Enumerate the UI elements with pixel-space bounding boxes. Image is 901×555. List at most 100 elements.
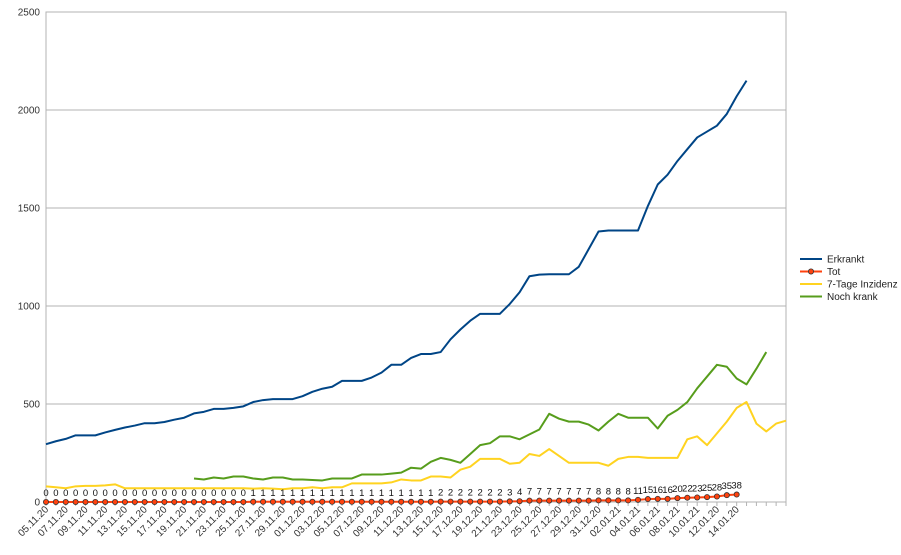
tot-point [72,498,79,505]
data-label: 1 [251,488,256,499]
tot-point [230,498,237,505]
tot-point [43,498,50,505]
tot-point [269,498,276,505]
data-label: 0 [201,488,206,499]
tot-point [635,496,642,503]
data-label: 7 [566,487,571,498]
tot-point [486,498,493,505]
tot-point [210,498,217,505]
x-axis: 05.11.2007.11.2009.11.2011.11.2013.11.20… [16,502,787,540]
tot-point [240,498,247,505]
data-label: 35 [722,481,733,492]
tot-point [654,495,661,502]
data-label: 0 [231,488,236,499]
tot-point [279,498,286,505]
tot-point [388,498,395,505]
data-label: 0 [122,488,127,499]
tot-point [467,498,474,505]
data-label: 7 [547,487,552,498]
tot-point [427,498,434,505]
data-label: 8 [596,486,601,497]
data-label: 0 [53,488,58,499]
plot-frame [45,11,787,503]
data-label: 2 [438,488,443,499]
data-label: 0 [221,488,226,499]
legend-label: Noch krank [827,292,879,303]
tot-point [289,498,296,505]
data-label: 1 [428,488,433,499]
data-label: 0 [142,488,147,499]
tot-point [447,498,454,505]
data-label: 1 [280,488,285,499]
data-label: 1 [408,488,413,499]
data-label: 0 [93,488,98,499]
tot-point [309,498,316,505]
data-label: 3 [507,487,512,498]
data-label: 8 [616,486,621,497]
data-label: 38 [731,481,742,492]
tot-point [82,498,89,505]
data-label: 7 [556,487,561,498]
legend-marker [808,268,815,275]
tot-point [52,498,59,505]
data-label: 11 [633,486,643,497]
data-label: 22 [682,484,693,495]
data-label: 7 [527,487,532,498]
data-label: 0 [112,488,117,499]
tot-point [644,496,651,503]
tot-point [684,494,691,501]
y-tick-label: 2500 [18,8,41,19]
data-label: 15 [643,485,654,496]
data-label: 1 [339,488,344,499]
series-lines [43,80,787,505]
tot-point [329,498,336,505]
data-label: 2 [487,488,492,499]
data-label: 0 [103,488,108,499]
tot-point [319,498,326,505]
legend-label: 7-Tage Inzidenz [827,280,898,291]
data-label: 1 [349,488,354,499]
y-tick-label: 1500 [18,204,41,215]
data-label: 1 [379,488,384,499]
data-label: 0 [83,488,88,499]
tot-point [457,498,464,505]
tot-point [92,498,99,505]
tot-point [112,498,119,505]
tot-point [625,497,632,504]
data-label: 1 [310,488,315,499]
data-label: 0 [73,488,78,499]
data-label: 1 [260,488,265,499]
tot-point [575,497,582,504]
tot-point [723,492,730,499]
data-label: 0 [181,488,186,499]
data-label: 1 [359,488,364,499]
tot-point [408,498,415,505]
tot-point [417,498,424,505]
data-label: 1 [320,488,325,499]
data-label: 1 [329,488,334,499]
data-label: 8 [606,486,611,497]
tot-point [378,498,385,505]
tot-point [516,498,523,505]
tot-point [338,498,345,505]
data-label: 7 [586,487,591,498]
data-label: 2 [468,488,473,499]
data-label: 23 [692,483,703,494]
tot-point [151,498,158,505]
y-tick-label: 1000 [18,302,41,313]
tot-point [496,498,503,505]
tot-point [181,498,188,505]
tot-point [506,498,513,505]
tot-point [348,498,355,505]
data-label: 1 [418,488,423,499]
tot-point [664,495,671,502]
y-tick-label: 2000 [18,106,41,117]
tot-point [605,497,612,504]
data-label: 7 [576,487,581,498]
data-label: 28 [712,483,723,494]
data-label: 4 [517,487,522,498]
data-label: 1 [399,488,404,499]
tot-point [437,498,444,505]
